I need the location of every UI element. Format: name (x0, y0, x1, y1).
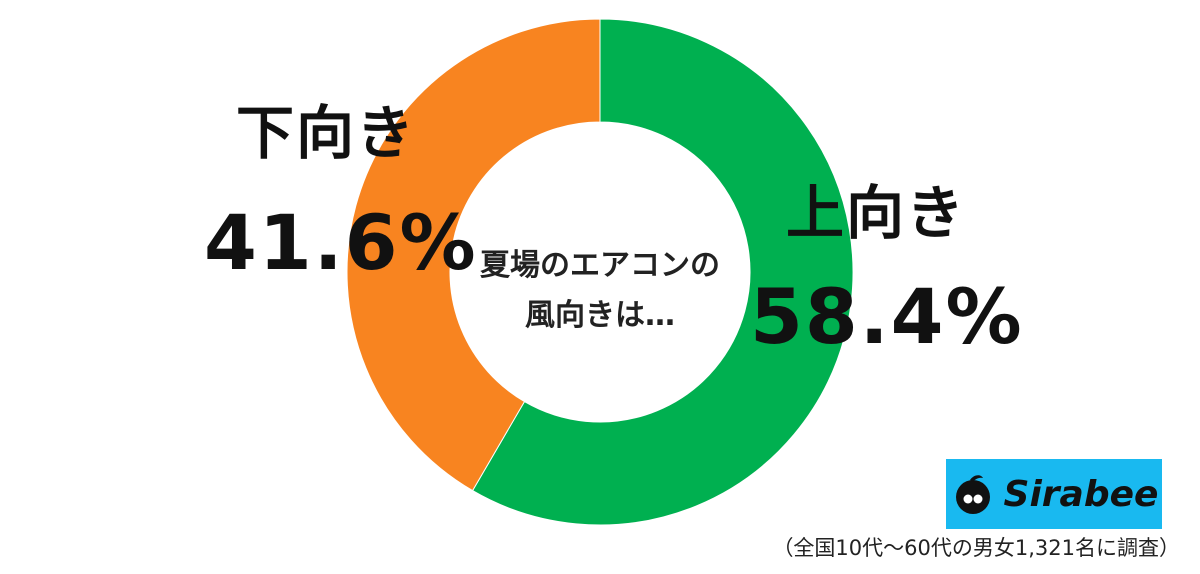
slice-label-value-0: 58.4% (750, 272, 1024, 361)
slice-label-name-0: 上向き (786, 179, 967, 247)
sirabee-logo-icon (955, 475, 990, 514)
survey-footnote: （全国10代～60代の男女1,321名に調査） (772, 536, 1180, 560)
sirabee-logo-text: Sirabee (1003, 473, 1159, 515)
slice-label-name-1: 下向き (236, 99, 417, 167)
center-text-line-2: 風向きは… (525, 298, 675, 333)
sirabee-logo: Sirabee (946, 459, 1162, 529)
slice-label-value-1: 41.6% (204, 198, 478, 287)
donut-slice-1 (346, 18, 601, 492)
center-text-line-1: 夏場のエアコンの (480, 248, 720, 283)
donut-slice-0 (471, 18, 854, 526)
